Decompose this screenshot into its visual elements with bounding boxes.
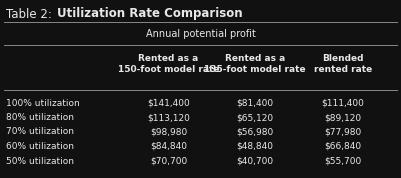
Text: 60% utilization: 60% utilization: [6, 142, 74, 151]
Text: 70% utilization: 70% utilization: [6, 127, 74, 137]
Text: 50% utilization: 50% utilization: [6, 156, 74, 166]
Text: $40,700: $40,700: [236, 156, 273, 166]
Text: Utilization Rate Comparison: Utilization Rate Comparison: [57, 7, 243, 20]
Text: Blended
rented rate: Blended rented rate: [314, 54, 372, 74]
Text: $84,840: $84,840: [150, 142, 187, 151]
Text: $65,120: $65,120: [236, 113, 273, 122]
Text: Annual potential profit: Annual potential profit: [146, 29, 255, 39]
Text: Table 2:: Table 2:: [6, 7, 59, 20]
Text: $141,400: $141,400: [147, 98, 190, 108]
Text: 100% utilization: 100% utilization: [6, 98, 80, 108]
Text: $98,980: $98,980: [150, 127, 187, 137]
Text: $70,700: $70,700: [150, 156, 187, 166]
Text: $81,400: $81,400: [236, 98, 273, 108]
Text: Rented as a
135-foot model rate: Rented as a 135-foot model rate: [204, 54, 306, 74]
Text: 80% utilization: 80% utilization: [6, 113, 74, 122]
Text: $89,120: $89,120: [324, 113, 361, 122]
Text: $56,980: $56,980: [236, 127, 273, 137]
Text: $111,400: $111,400: [322, 98, 364, 108]
Text: $48,840: $48,840: [236, 142, 273, 151]
Text: $66,840: $66,840: [324, 142, 361, 151]
Text: $113,120: $113,120: [147, 113, 190, 122]
Text: Rented as a
150-foot model rate: Rented as a 150-foot model rate: [117, 54, 219, 74]
Text: $55,700: $55,700: [324, 156, 361, 166]
Text: $77,980: $77,980: [324, 127, 361, 137]
